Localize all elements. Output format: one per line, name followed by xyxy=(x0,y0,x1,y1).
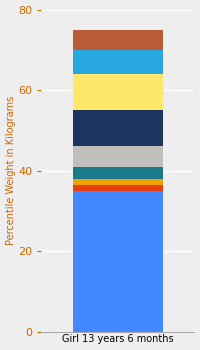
Bar xyxy=(73,110,163,146)
Bar xyxy=(73,167,163,178)
Bar xyxy=(73,185,163,191)
Bar xyxy=(73,178,163,185)
Bar xyxy=(73,50,163,74)
Y-axis label: Percentile Weight in Kilograms: Percentile Weight in Kilograms xyxy=(6,96,16,245)
Bar xyxy=(73,30,163,50)
Bar xyxy=(73,74,163,110)
Bar xyxy=(73,146,163,167)
Bar xyxy=(73,191,163,332)
